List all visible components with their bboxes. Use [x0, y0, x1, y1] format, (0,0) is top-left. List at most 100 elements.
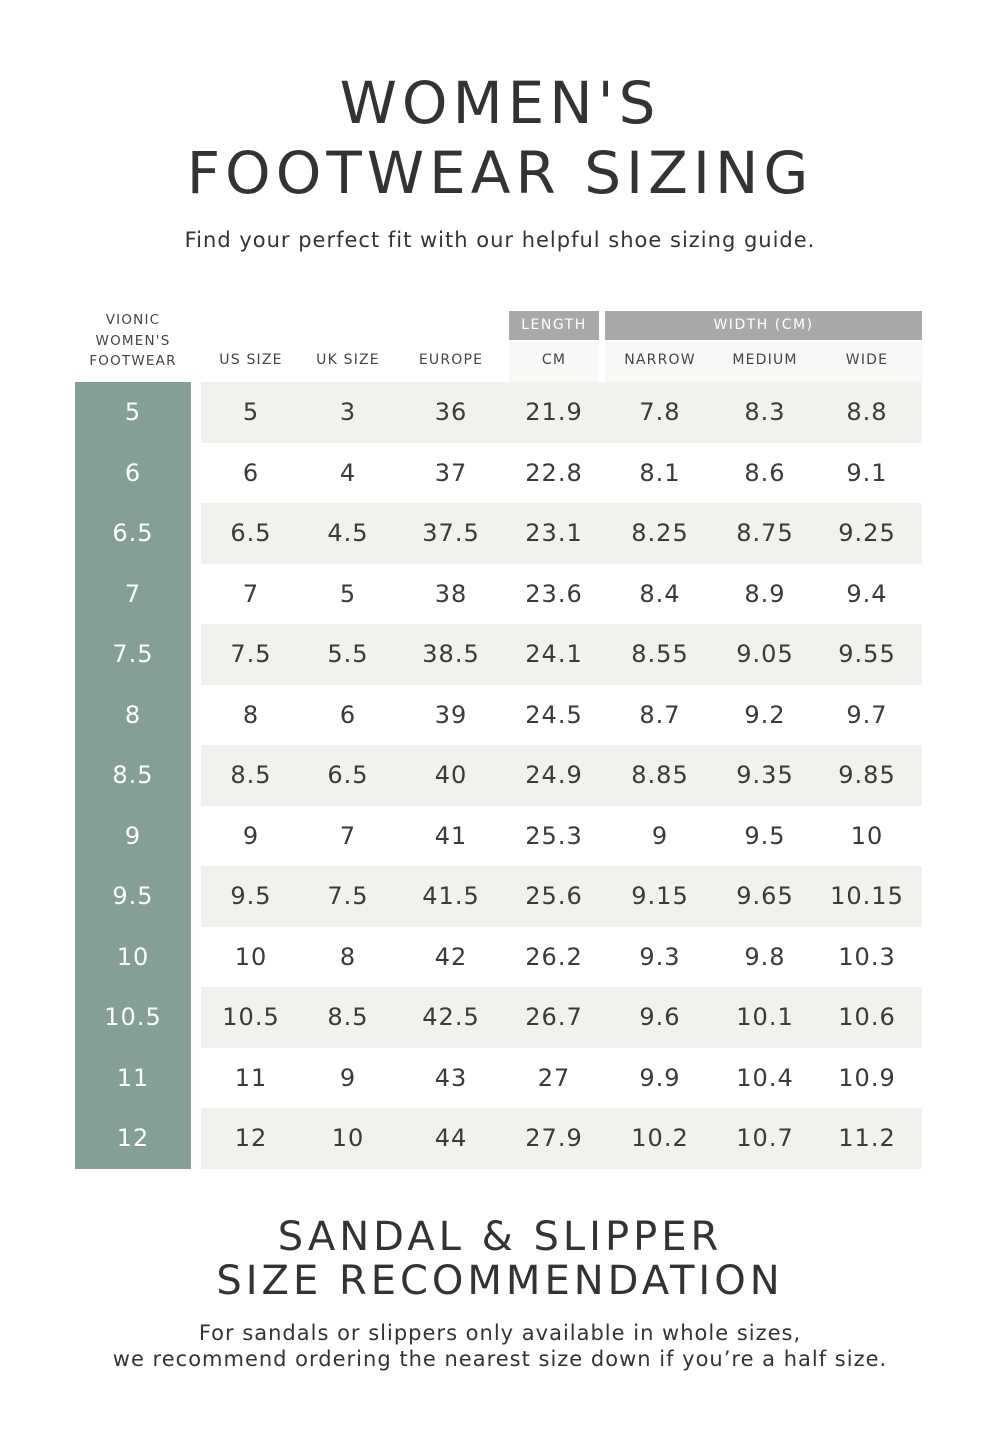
table-cell: 10.15 — [830, 882, 904, 910]
vionic-size-cell: 7 — [124, 579, 142, 608]
vionic-size-cell: 6.5 — [112, 519, 154, 547]
column-header-europe: EUROPE — [418, 352, 484, 368]
table-cell: 22.8 — [525, 458, 583, 487]
table-cell: 37 — [434, 458, 468, 487]
table-cell: 41.5 — [422, 882, 480, 910]
page-title-line-2: FOOTWEAR SIZING — [186, 139, 814, 207]
table-cell: 25.3 — [525, 821, 583, 850]
table-cell: 8.7 — [639, 700, 681, 729]
table-row: 8 6 39 24.5 8.7 9.2 9.7 — [201, 685, 922, 746]
table-cell: 8.3 — [744, 398, 786, 426]
table-cell: 9.35 — [736, 761, 794, 789]
table-cell: 7 — [339, 821, 357, 850]
table-cell: 36 — [434, 398, 468, 426]
table-row: 12 10 44 27.9 10.2 10.7 11.2 — [201, 1108, 922, 1169]
table-cell: 9.5 — [230, 882, 272, 910]
vionic-size-cell: 12 — [116, 1124, 150, 1152]
table-cell: 42.5 — [422, 1003, 480, 1031]
table-row: 5 3 36 21.9 7.8 8.3 8.8 — [201, 382, 922, 443]
column-header-wide: WIDE — [845, 352, 889, 368]
table-row: 11 9 43 27 9.9 10.4 10.9 — [201, 1048, 922, 1109]
table-cell: 23.6 — [525, 579, 583, 608]
recommendation-title-line-1: SANDAL & SLIPPER — [277, 1214, 723, 1260]
vionic-size-cell: 9.5 — [112, 882, 154, 910]
table-cell: 9.4 — [846, 579, 888, 608]
vionic-header-line: VIONIC — [105, 312, 161, 328]
vionic-column-header: VIONIC WOMEN'S FOOTWEAR — [75, 310, 191, 372]
table-cell: 7 — [242, 579, 260, 608]
table-cell: 10.5 — [222, 1003, 280, 1031]
table-cell: 8.1 — [639, 458, 681, 487]
vionic-size-cell: 7.5 — [112, 640, 154, 668]
table-cell: 11 — [234, 1063, 268, 1092]
recommendation-text-line-2: we recommend ordering the nearest size d… — [112, 1347, 888, 1371]
table-cell: 9.9 — [639, 1063, 681, 1092]
table-cell: 9.5 — [744, 821, 786, 850]
table-cell: 8.4 — [639, 579, 681, 608]
width-header-background — [605, 342, 922, 382]
table-cell: 8.85 — [631, 761, 689, 789]
table-row: 6.5 4.5 37.5 23.1 8.25 8.75 9.25 — [201, 503, 922, 564]
table-cell: 26.2 — [525, 942, 583, 971]
table-cell: 21.9 — [525, 398, 583, 426]
table-cell: 25.6 — [525, 882, 583, 910]
table-cell: 8.55 — [631, 640, 689, 668]
table-cell: 8.6 — [744, 458, 786, 487]
table-cell: 38 — [434, 579, 468, 608]
table-cell: 9.6 — [639, 1003, 681, 1031]
column-header-cm: CM — [541, 352, 567, 368]
table-cell: 3 — [339, 398, 357, 426]
table-cell: 10 — [234, 942, 268, 971]
table-cell: 8.9 — [744, 579, 786, 608]
table-cell: 10 — [850, 821, 884, 850]
table-row: 8.5 6.5 40 24.9 8.85 9.35 9.85 — [201, 745, 922, 806]
table-cell: 24.1 — [525, 640, 583, 668]
table-cell: 23.1 — [525, 519, 583, 547]
table-row: 6 4 37 22.8 8.1 8.6 9.1 — [201, 443, 922, 504]
table-cell: 37.5 — [422, 519, 480, 547]
table-cell: 4.5 — [327, 519, 369, 547]
table-cell: 9.65 — [736, 882, 794, 910]
table-cell: 10.6 — [838, 1003, 896, 1031]
table-cell: 10.1 — [736, 1003, 794, 1031]
table-cell: 9.2 — [744, 700, 786, 729]
table-cell: 8 — [339, 942, 357, 971]
table-cell: 42 — [434, 942, 468, 971]
table-row: 7.5 5.5 38.5 24.1 8.55 9.05 9.55 — [201, 624, 922, 685]
table-row: 10 8 42 26.2 9.3 9.8 10.3 — [201, 927, 922, 988]
table-cell: 7.8 — [639, 398, 681, 426]
table-cell: 9.05 — [736, 640, 794, 668]
table-cell: 8 — [242, 700, 260, 729]
table-cell: 11.2 — [838, 1124, 896, 1152]
table-cell: 7.5 — [230, 640, 272, 668]
vionic-size-cell: 10 — [116, 942, 150, 971]
table-cell: 9 — [242, 821, 260, 850]
vionic-size-cell: 8 — [124, 700, 142, 729]
table-cell: 5 — [242, 398, 260, 426]
table-cell: 8.25 — [631, 519, 689, 547]
vionic-header-line: FOOTWEAR — [89, 353, 177, 369]
table-cell: 27 — [537, 1063, 571, 1092]
table-row: 10.5 8.5 42.5 26.7 9.6 10.1 10.6 — [201, 987, 922, 1048]
table-cell: 6.5 — [327, 761, 369, 789]
table-cell: 10 — [331, 1124, 365, 1152]
column-header-medium: MEDIUM — [732, 352, 798, 368]
table-cell: 9.3 — [639, 942, 681, 971]
vionic-size-cell: 9 — [124, 821, 142, 850]
page-subtitle: Find your perfect fit with our helpful s… — [184, 228, 816, 252]
table-cell: 9.1 — [846, 458, 888, 487]
table-cell: 8.5 — [327, 1003, 369, 1031]
length-group-header: LENGTH — [509, 311, 599, 340]
table-row: 9 7 41 25.3 9 9.5 10 — [201, 806, 922, 867]
column-header-narrow: NARROW — [624, 352, 696, 368]
table-cell: 10.9 — [838, 1063, 896, 1092]
table-cell: 4 — [339, 458, 357, 487]
table-cell: 8.5 — [230, 761, 272, 789]
width-group-header: WIDTH (CM) — [605, 311, 922, 340]
vionic-size-cell: 5 — [124, 398, 142, 426]
table-cell: 9.55 — [838, 640, 896, 668]
table-cell: 7.5 — [327, 882, 369, 910]
table-cell: 6 — [339, 700, 357, 729]
table-cell: 6.5 — [230, 519, 272, 547]
table-cell: 9 — [651, 821, 669, 850]
